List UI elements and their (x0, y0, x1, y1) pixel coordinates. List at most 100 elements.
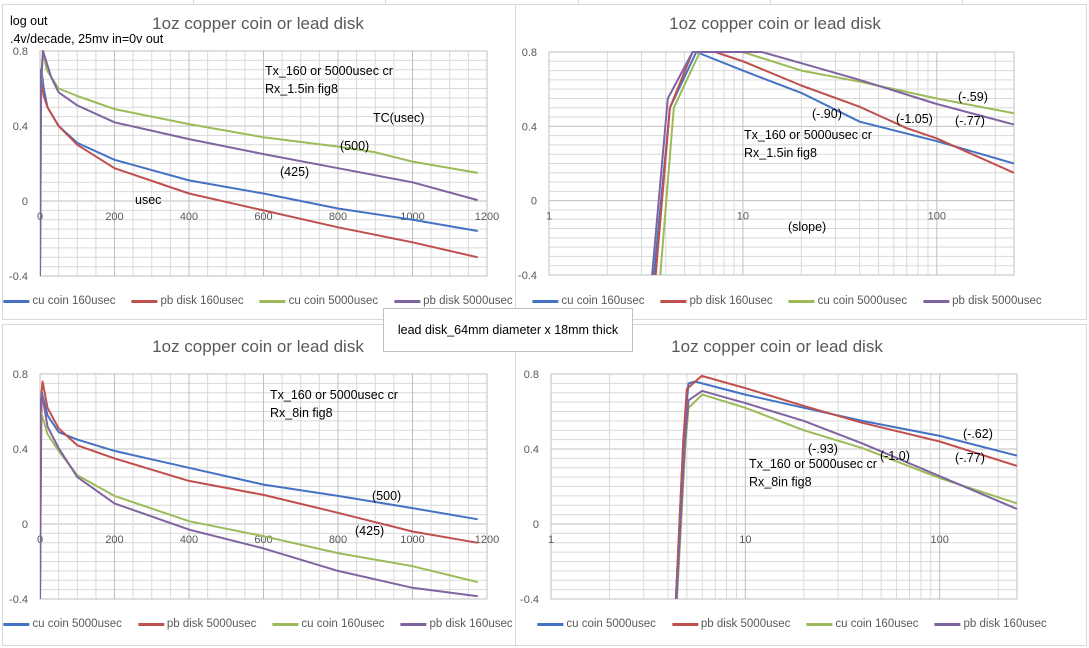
chart-4-note: Tx_160 or 5000usec cr (749, 457, 877, 471)
chart-1-note: (500) (340, 139, 370, 153)
x-tick-label: 1 (548, 534, 554, 546)
legend-item: pb disk 160usec (660, 295, 773, 307)
chart-3-title: 1oz copper coin or lead disk (152, 337, 364, 356)
legend-swatch (671, 622, 698, 626)
chart-2-note: (-.77) (955, 114, 985, 128)
legend-swatch (660, 299, 687, 303)
chart-3-legend: cu coin 5000usec pb disk 5000usec cu coin … (3, 618, 513, 630)
legend-item: cu coin 5000usec (788, 295, 908, 307)
legend-label: cu coin 160usec (835, 618, 919, 630)
chart-4-note: (-.77) (955, 451, 985, 465)
legend-label: pb disk 160usec (689, 295, 773, 307)
chart-2: -0.4 0 0.4 0.8 1 10 100 (518, 47, 1015, 282)
chart-2-note: (-.90) (812, 107, 842, 121)
chart-2-note: (slope) (788, 220, 827, 234)
chart-1-note: Tx_160 or 5000usec cr (265, 64, 393, 78)
sheet-column-line (385, 0, 386, 5)
legend-item: pb disk 5000usec (923, 295, 1042, 307)
series-line-cu-coin-5000usec (674, 380, 1017, 600)
chart-1: -0.400.40.80 200 400 600 800 1000 1200 (9, 46, 499, 283)
chart-1-note: TC(usec) (373, 111, 425, 125)
legend-swatch (394, 299, 421, 303)
sheet-column-line (193, 0, 194, 5)
chart-2-note: (-1.05) (896, 112, 933, 126)
y-tick-label: 0 (531, 196, 537, 208)
y-tick-label: 0.8 (522, 47, 537, 59)
legend-item: cu coin 160usec (532, 295, 644, 307)
x-tick-label: 1200 (475, 211, 499, 223)
legend-label: pb disk 160usec (160, 295, 244, 307)
legend-item: pb disk 5000usec (137, 618, 256, 630)
legend-label: pb disk 160usec (963, 618, 1047, 630)
legend-swatch (934, 622, 961, 626)
x-tick-label: 100 (928, 211, 946, 223)
chart-1-note: .4v/decade, 25mv in=0v out (10, 32, 164, 46)
legend-swatch (788, 299, 815, 303)
y-tick-label: 0.4 (13, 444, 28, 456)
chart-2-legend: cu coin 160usec pb disk 160usec cu coin 50… (532, 295, 1042, 307)
legend-swatch (3, 622, 30, 626)
textbox-text: lead disk_64mm diameter x 18mm thick (397, 323, 619, 337)
chart-3-note: (425) (355, 524, 385, 538)
y-tick-label: 0 (533, 519, 539, 531)
sheet-column-line (578, 0, 579, 5)
x-tick-label: 400 (180, 211, 198, 223)
legend-item: pb disk 160usec (400, 618, 513, 630)
x-tick-label: 1000 (400, 534, 424, 546)
legend-item: cu coin 160usec (806, 618, 919, 630)
x-tick-label: 1 (546, 211, 552, 223)
chart-3: -0.400.40.80 200 400 600 800 1000 1200 (9, 369, 499, 606)
plot-area (550, 373, 1018, 600)
y-tick-label: 0.4 (522, 121, 537, 133)
x-tick-label: 800 (329, 534, 347, 546)
legend-swatch (259, 299, 286, 303)
legend-label: pb disk 5000usec (423, 295, 513, 307)
chart-panel-4[interactable] (515, 324, 1087, 646)
series-line-pb-disk-160usec (675, 389, 1017, 600)
series-line-pb-disk-5000usec (674, 374, 1017, 600)
y-tick-label: 0.8 (13, 369, 28, 381)
legend-label: pb disk 5000usec (952, 295, 1042, 307)
series-line-pb-disk-160usec (40, 391, 478, 600)
y-tick-label: 0 (22, 196, 28, 208)
sheet-column-line (962, 0, 963, 5)
chart-4-title: 1oz copper coin or lead disk (671, 337, 883, 356)
y-tick-label: 0.4 (524, 444, 539, 456)
legend-item: cu coin 5000usec (259, 295, 379, 307)
legend-swatch (272, 622, 299, 626)
legend-item: cu coin 5000usec (537, 618, 656, 630)
legend-item: cu coin 160usec (3, 295, 115, 307)
legend-item: pb disk 5000usec (394, 295, 513, 307)
x-tick-label: 600 (254, 211, 272, 223)
legend-label: cu coin 160usec (561, 295, 645, 307)
y-tick-label: -0.4 (9, 271, 28, 283)
series-line-cu-coin-5000usec (659, 51, 1014, 276)
legend-label: cu coin 5000usec (817, 295, 908, 307)
chart-2-note: (-.59) (958, 90, 988, 104)
chart-1-note: log out (10, 14, 48, 28)
series-line-cu-coin-160usec (40, 410, 478, 600)
y-tick-label: -0.4 (9, 594, 28, 606)
legend-swatch (806, 622, 833, 626)
chart-4-legend: cu coin 5000usec pb disk 5000usec cu coin … (537, 618, 1047, 630)
legend-item: pb disk 160usec (934, 618, 1047, 630)
chart-3-note: Tx_160 or 5000usec cr (270, 388, 398, 402)
chart-3-note: (500) (372, 489, 402, 503)
legend-item: cu coin 5000usec (3, 618, 122, 630)
x-tick-label: 400 (180, 534, 198, 546)
chart-4-note: (-1.0) (880, 449, 910, 463)
y-tick-label: 0.8 (13, 46, 28, 58)
legend-label: cu coin 160usec (32, 295, 116, 307)
legend-label: cu coin 5000usec (566, 618, 656, 630)
lead-disk-textbox[interactable]: lead disk_64mm diameter x 18mm thick (383, 308, 633, 352)
chart-1-note: usec (135, 193, 162, 207)
legend-label: cu coin 160usec (301, 618, 385, 630)
chart-1-note: (425) (280, 165, 310, 179)
legend-label: cu coin 5000usec (288, 295, 379, 307)
chart-3-note: Rx_8in fig8 (270, 406, 333, 420)
legend-swatch (923, 299, 950, 303)
legend-label: pb disk 5000usec (700, 618, 791, 630)
series-line-pb-disk-5000usec (40, 380, 478, 600)
x-tick-label: 10 (739, 534, 751, 546)
